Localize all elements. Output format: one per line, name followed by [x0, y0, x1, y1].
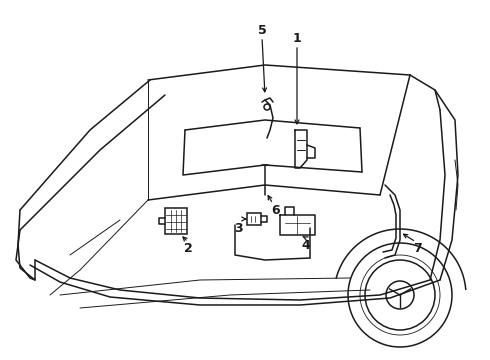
- Text: 2: 2: [184, 242, 193, 255]
- Text: 4: 4: [302, 239, 310, 252]
- Text: 5: 5: [258, 23, 267, 36]
- Text: 1: 1: [293, 32, 301, 45]
- Bar: [165, 208, 187, 234]
- Text: 3: 3: [234, 221, 243, 234]
- Text: 7: 7: [414, 242, 422, 255]
- Bar: [247, 213, 261, 225]
- Text: 6: 6: [271, 203, 280, 216]
